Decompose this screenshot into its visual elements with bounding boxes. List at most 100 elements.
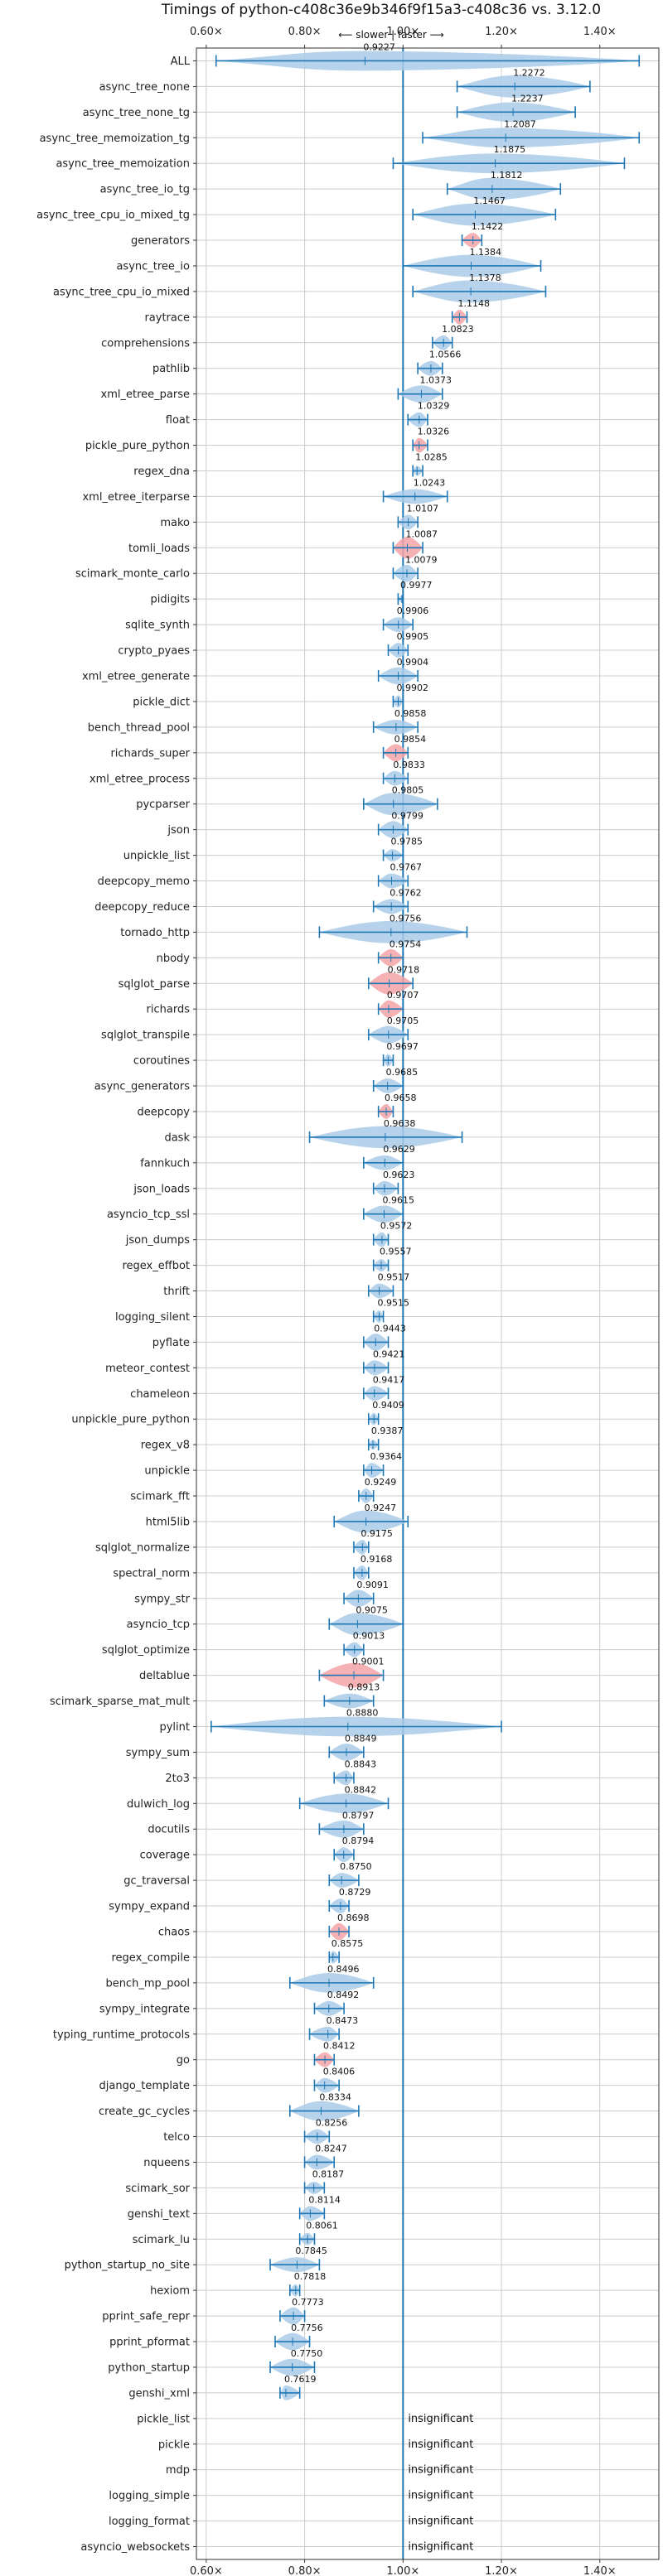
value-label: 0.9718 — [388, 964, 420, 975]
value-label: 0.8575 — [332, 1938, 364, 1949]
benchmark-label: regex_dna — [133, 466, 190, 478]
benchmark-label: mako — [160, 517, 190, 529]
insignificant-label: insignificant — [408, 2541, 473, 2554]
benchmark-label: tomli_loads — [128, 543, 190, 555]
benchmark-label: logging_format — [109, 2516, 190, 2528]
benchmark-label: scimark_fft — [130, 1491, 190, 1503]
benchmark-label: unpickle — [144, 1465, 190, 1478]
value-label: 0.9799 — [391, 811, 423, 822]
benchmark-label: sympy_str — [134, 1593, 190, 1605]
benchmark-label: deepcopy — [137, 1106, 190, 1118]
benchmark-label: meteor_contest — [105, 1363, 190, 1375]
benchmark-label: deepcopy_reduce — [94, 901, 190, 914]
benchmark-label: async_tree_memoization — [56, 158, 190, 171]
benchmark-label: xml_etree_generate — [82, 671, 190, 683]
benchmark-label: gc_traversal — [123, 1875, 190, 1888]
benchmark-label: regex_v8 — [141, 1440, 190, 1452]
value-label: 1.1378 — [469, 273, 501, 283]
benchmark-label: mdp — [166, 2464, 190, 2477]
benchmark-label: xml_etree_process — [90, 773, 190, 785]
violins: 0.9227 1.2272 1.2237 1.2087 1.1875 1.1812 1.14… — [211, 41, 641, 2554]
value-label: 0.8794 — [342, 1836, 375, 1846]
x-tick-label-bottom: 0.60× — [190, 2565, 223, 2576]
value-label: 0.9091 — [356, 1580, 389, 1590]
value-label: 0.8750 — [340, 1861, 372, 1872]
value-label: 1.2237 — [511, 93, 544, 104]
x-tick-label-top: 1.40× — [583, 26, 617, 38]
benchmark-label: asyncio_tcp — [127, 1618, 190, 1631]
value-label: 0.9754 — [390, 938, 422, 949]
value-label: 0.9697 — [386, 1041, 419, 1052]
value-label: 0.9767 — [390, 862, 422, 873]
value-label: 0.9227 — [363, 41, 395, 52]
x-axis: 0.60× 0.60× 0.80× 0.80× 1.00× 1.00× 1.20× 1.20×… — [190, 26, 617, 2576]
benchmark-label: fannkuch — [140, 1157, 190, 1170]
value-label: 0.7756 — [291, 2323, 323, 2333]
value-label: 0.8880 — [346, 1707, 379, 1718]
benchmark-label: pyflate — [152, 1337, 190, 1349]
value-label: 1.0079 — [405, 554, 438, 565]
insignificant-label: insignificant — [408, 2413, 473, 2425]
benchmark-label: asyncio_websockets — [80, 2541, 190, 2554]
value-label: 1.1812 — [491, 170, 523, 181]
benchmark-label: django_template — [99, 2080, 190, 2092]
benchmark-label: chameleon — [130, 1388, 190, 1401]
benchmark-label: unpickle_pure_python — [71, 1414, 190, 1426]
benchmark-label: async_tree_cpu_io_mixed_tg — [36, 210, 190, 222]
value-label: 1.0326 — [418, 427, 449, 437]
value-label: 0.9705 — [387, 1015, 419, 1026]
benchmark-label: nbody — [157, 953, 191, 965]
value-label: 0.9517 — [378, 1272, 410, 1283]
x-tick-label-bottom: 1.20× — [485, 2565, 518, 2576]
value-label: 0.9902 — [397, 683, 429, 693]
value-label: 0.9756 — [390, 913, 422, 924]
value-label: 0.9854 — [394, 734, 427, 745]
value-label: 0.9762 — [390, 887, 422, 898]
x-tick-label-bottom: 1.00× — [386, 2565, 419, 2576]
benchmark-label: pickle_pure_python — [85, 440, 190, 452]
benchmark-label: ALL — [171, 55, 191, 68]
benchmark-label: raytrace — [144, 311, 190, 324]
benchmark-label: thrift — [163, 1286, 190, 1298]
value-label: 1.0285 — [415, 451, 448, 462]
benchmark-label: scimark_monte_carlo — [75, 568, 190, 581]
value-label: 1.0566 — [429, 350, 462, 360]
benchmark-label: dulwich_log — [127, 1798, 190, 1811]
value-label: 0.8849 — [345, 1733, 377, 1744]
value-label: 0.9833 — [393, 760, 425, 770]
value-label: 0.9168 — [361, 1554, 393, 1565]
value-label: 1.1148 — [457, 298, 490, 309]
benchmark-label: deepcopy_memo — [98, 876, 190, 888]
benchmark-label: create_gc_cycles — [99, 2106, 190, 2118]
benchmark-label: regex_compile — [111, 1951, 190, 1964]
value-label: 0.9685 — [386, 1067, 419, 1078]
benchmark-label: richards_super — [110, 747, 190, 760]
benchmark-label: richards — [147, 1004, 191, 1016]
benchmark-label: float — [166, 414, 190, 427]
value-label: 1.1875 — [494, 144, 526, 155]
value-label: 0.8843 — [345, 1758, 377, 1769]
value-label: 0.9623 — [383, 1170, 415, 1180]
benchmark-label: sympy_expand — [109, 1901, 190, 1913]
benchmark-label: regex_effbot — [122, 1260, 190, 1272]
x-tick-label-top: 1.00× — [386, 26, 419, 38]
value-label: 0.9629 — [383, 1144, 415, 1155]
value-label: 0.9175 — [361, 1528, 393, 1539]
x-tick-label-top: 1.20× — [485, 26, 518, 38]
value-label: 0.9515 — [378, 1297, 410, 1308]
value-label: 0.9409 — [372, 1400, 404, 1411]
benchmark-label: async_generators — [94, 1081, 191, 1093]
insignificant-label: insignificant — [408, 2490, 473, 2502]
value-label: 0.9247 — [365, 1503, 397, 1513]
x-tick-label-bottom: 0.80× — [288, 2565, 322, 2576]
value-label: 0.9977 — [400, 580, 433, 591]
benchmark-label: sqlglot_parse — [119, 978, 190, 991]
value-label: 0.7619 — [284, 2374, 317, 2385]
insignificant-label: insignificant — [408, 2439, 473, 2451]
value-label: 0.9858 — [394, 708, 426, 719]
benchmark-label: json_loads — [133, 1183, 190, 1195]
benchmark-label: async_tree_memoization_tg — [40, 133, 190, 145]
benchmark-label: docutils — [148, 1824, 190, 1836]
benchmark-label: 2to3 — [165, 1773, 190, 1785]
benchmark-label: sympy_integrate — [99, 2003, 190, 2015]
